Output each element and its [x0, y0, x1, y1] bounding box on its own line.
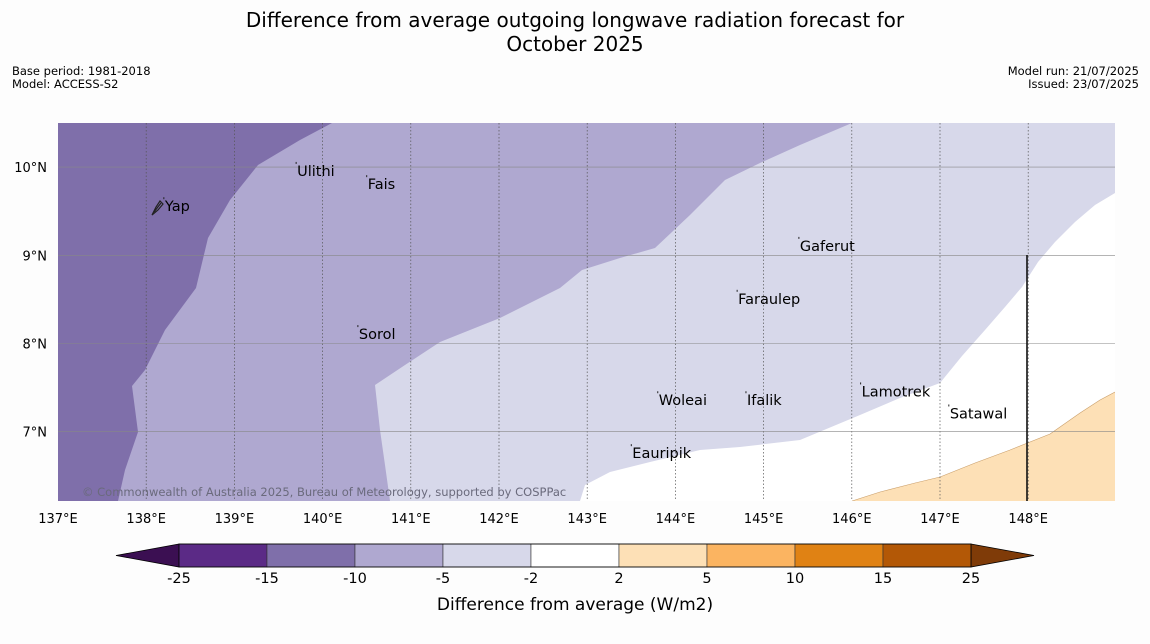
- place-labels: Yap Ulithi Fais Gaferut Faraulep Sorol Lamotre…: [151, 161, 1007, 462]
- lon-tick-label: 139°E: [215, 512, 255, 527]
- place-label: Ifalik: [747, 393, 782, 409]
- colorbar-bin: [882, 543, 972, 568]
- place-label: Ulithi: [297, 164, 335, 180]
- lat-tick-label: 8°N: [23, 338, 48, 353]
- island-marker: [798, 236, 800, 239]
- field-minus-10-to-minus-5: [58, 123, 852, 501]
- colorbar-tick-label: -5: [436, 571, 450, 587]
- island-marker: [357, 325, 359, 328]
- place-label: Eauripik: [632, 446, 691, 462]
- colorbar-tick-label: 25: [962, 571, 980, 587]
- lon-tick-label: 145°E: [744, 512, 784, 527]
- island-marker: [860, 382, 862, 385]
- colorbar-frame: [178, 543, 972, 568]
- island-marker: [736, 289, 738, 292]
- colorbar-tick-label: -2: [524, 571, 538, 587]
- lat-tick-label: 9°N: [23, 249, 48, 264]
- place-label: Woleai: [659, 393, 707, 409]
- island-marker: [630, 444, 632, 447]
- place-label: Gaferut: [800, 239, 855, 255]
- map-title: Difference from average outgoing longwav…: [0, 8, 1150, 56]
- place-label: Lamotrek: [862, 384, 931, 400]
- graticule: [58, 123, 1115, 501]
- colorbar-tick-label: -10: [343, 571, 367, 587]
- model-run: Model run: 21/07/2025: [1007, 64, 1139, 78]
- lon-tick-label: 141°E: [391, 512, 431, 527]
- colorbar-bin: [178, 543, 268, 568]
- colorbar-tick-label: 2: [614, 571, 623, 587]
- colorbar-bin: [530, 543, 620, 568]
- place-label: Faraulep: [738, 292, 800, 308]
- colorbar-label: Difference from average (W/m2): [437, 595, 713, 615]
- lat-tick-label: 7°N: [23, 426, 48, 441]
- island-marker: [948, 404, 950, 407]
- issued-date: Issued: 23/07/2025: [1028, 77, 1139, 91]
- colorbar-bin: [442, 543, 532, 568]
- lat-tick-label: 10°N: [14, 161, 47, 176]
- colorbar-bin: [706, 543, 796, 568]
- colorbar-bin: [794, 543, 884, 568]
- place-label: Satawal: [950, 406, 1007, 422]
- colorbar-extend-max: [970, 543, 1035, 568]
- colorbar-bin: [266, 543, 356, 568]
- place-label: Yap: [164, 199, 190, 215]
- colorbar-tick-label: -15: [255, 571, 279, 587]
- title-line-2: October 2025: [506, 32, 644, 56]
- contour-fields: [58, 123, 1115, 501]
- lon-tick-label: 144°E: [656, 512, 696, 527]
- island-marker: [657, 391, 659, 394]
- colorbar-tick-label: -25: [167, 571, 191, 587]
- lon-tick-label: 142°E: [479, 512, 519, 527]
- island-marker: [745, 391, 747, 394]
- colorbar-bin: [618, 543, 708, 568]
- colorbar-tick-label: 5: [702, 571, 711, 587]
- field-minus-15-to-minus-10: [58, 123, 332, 501]
- island-marker: [163, 197, 165, 200]
- place-label: Sorol: [359, 327, 396, 343]
- lon-tick-label: 146°E: [832, 512, 872, 527]
- lon-tick-label: 140°E: [303, 512, 343, 527]
- meta-right: Model run: 21/07/2025 Issued: 23/07/2025: [1008, 65, 1139, 91]
- axis-labels: 137°E 138°E 139°E 140°E 141°E 142°E 143°E 144°E…: [14, 161, 1048, 527]
- base-period: Base period: 1981-2018: [12, 64, 151, 78]
- lon-tick-label: 148°E: [1008, 512, 1048, 527]
- lon-tick-label: 137°E: [38, 512, 78, 527]
- lon-tick-label: 138°E: [126, 512, 166, 527]
- field-2-to-5: [852, 392, 1115, 501]
- colorbar-tick-label: 15: [874, 571, 892, 587]
- island-marker: [366, 175, 368, 178]
- colorbar-extend-min: [115, 543, 180, 568]
- meta-left: Base period: 1981-2018 Model: ACCESS-S2: [12, 65, 151, 91]
- colorbar-tick-label: 10: [786, 571, 804, 587]
- lon-tick-label: 143°E: [567, 512, 607, 527]
- place-label: Fais: [368, 177, 395, 193]
- title-line-1: Difference from average outgoing longwav…: [245, 8, 905, 32]
- colorbar-bin: [354, 543, 444, 568]
- copyright-notice: © Commonwealth of Australia 2025, Bureau…: [82, 485, 566, 499]
- model-name: Model: ACCESS-S2: [12, 77, 119, 91]
- yap-island-outline: [151, 200, 164, 216]
- lon-tick-label: 147°E: [920, 512, 960, 527]
- island-marker: [295, 161, 297, 164]
- contour-line: [851, 391, 1115, 501]
